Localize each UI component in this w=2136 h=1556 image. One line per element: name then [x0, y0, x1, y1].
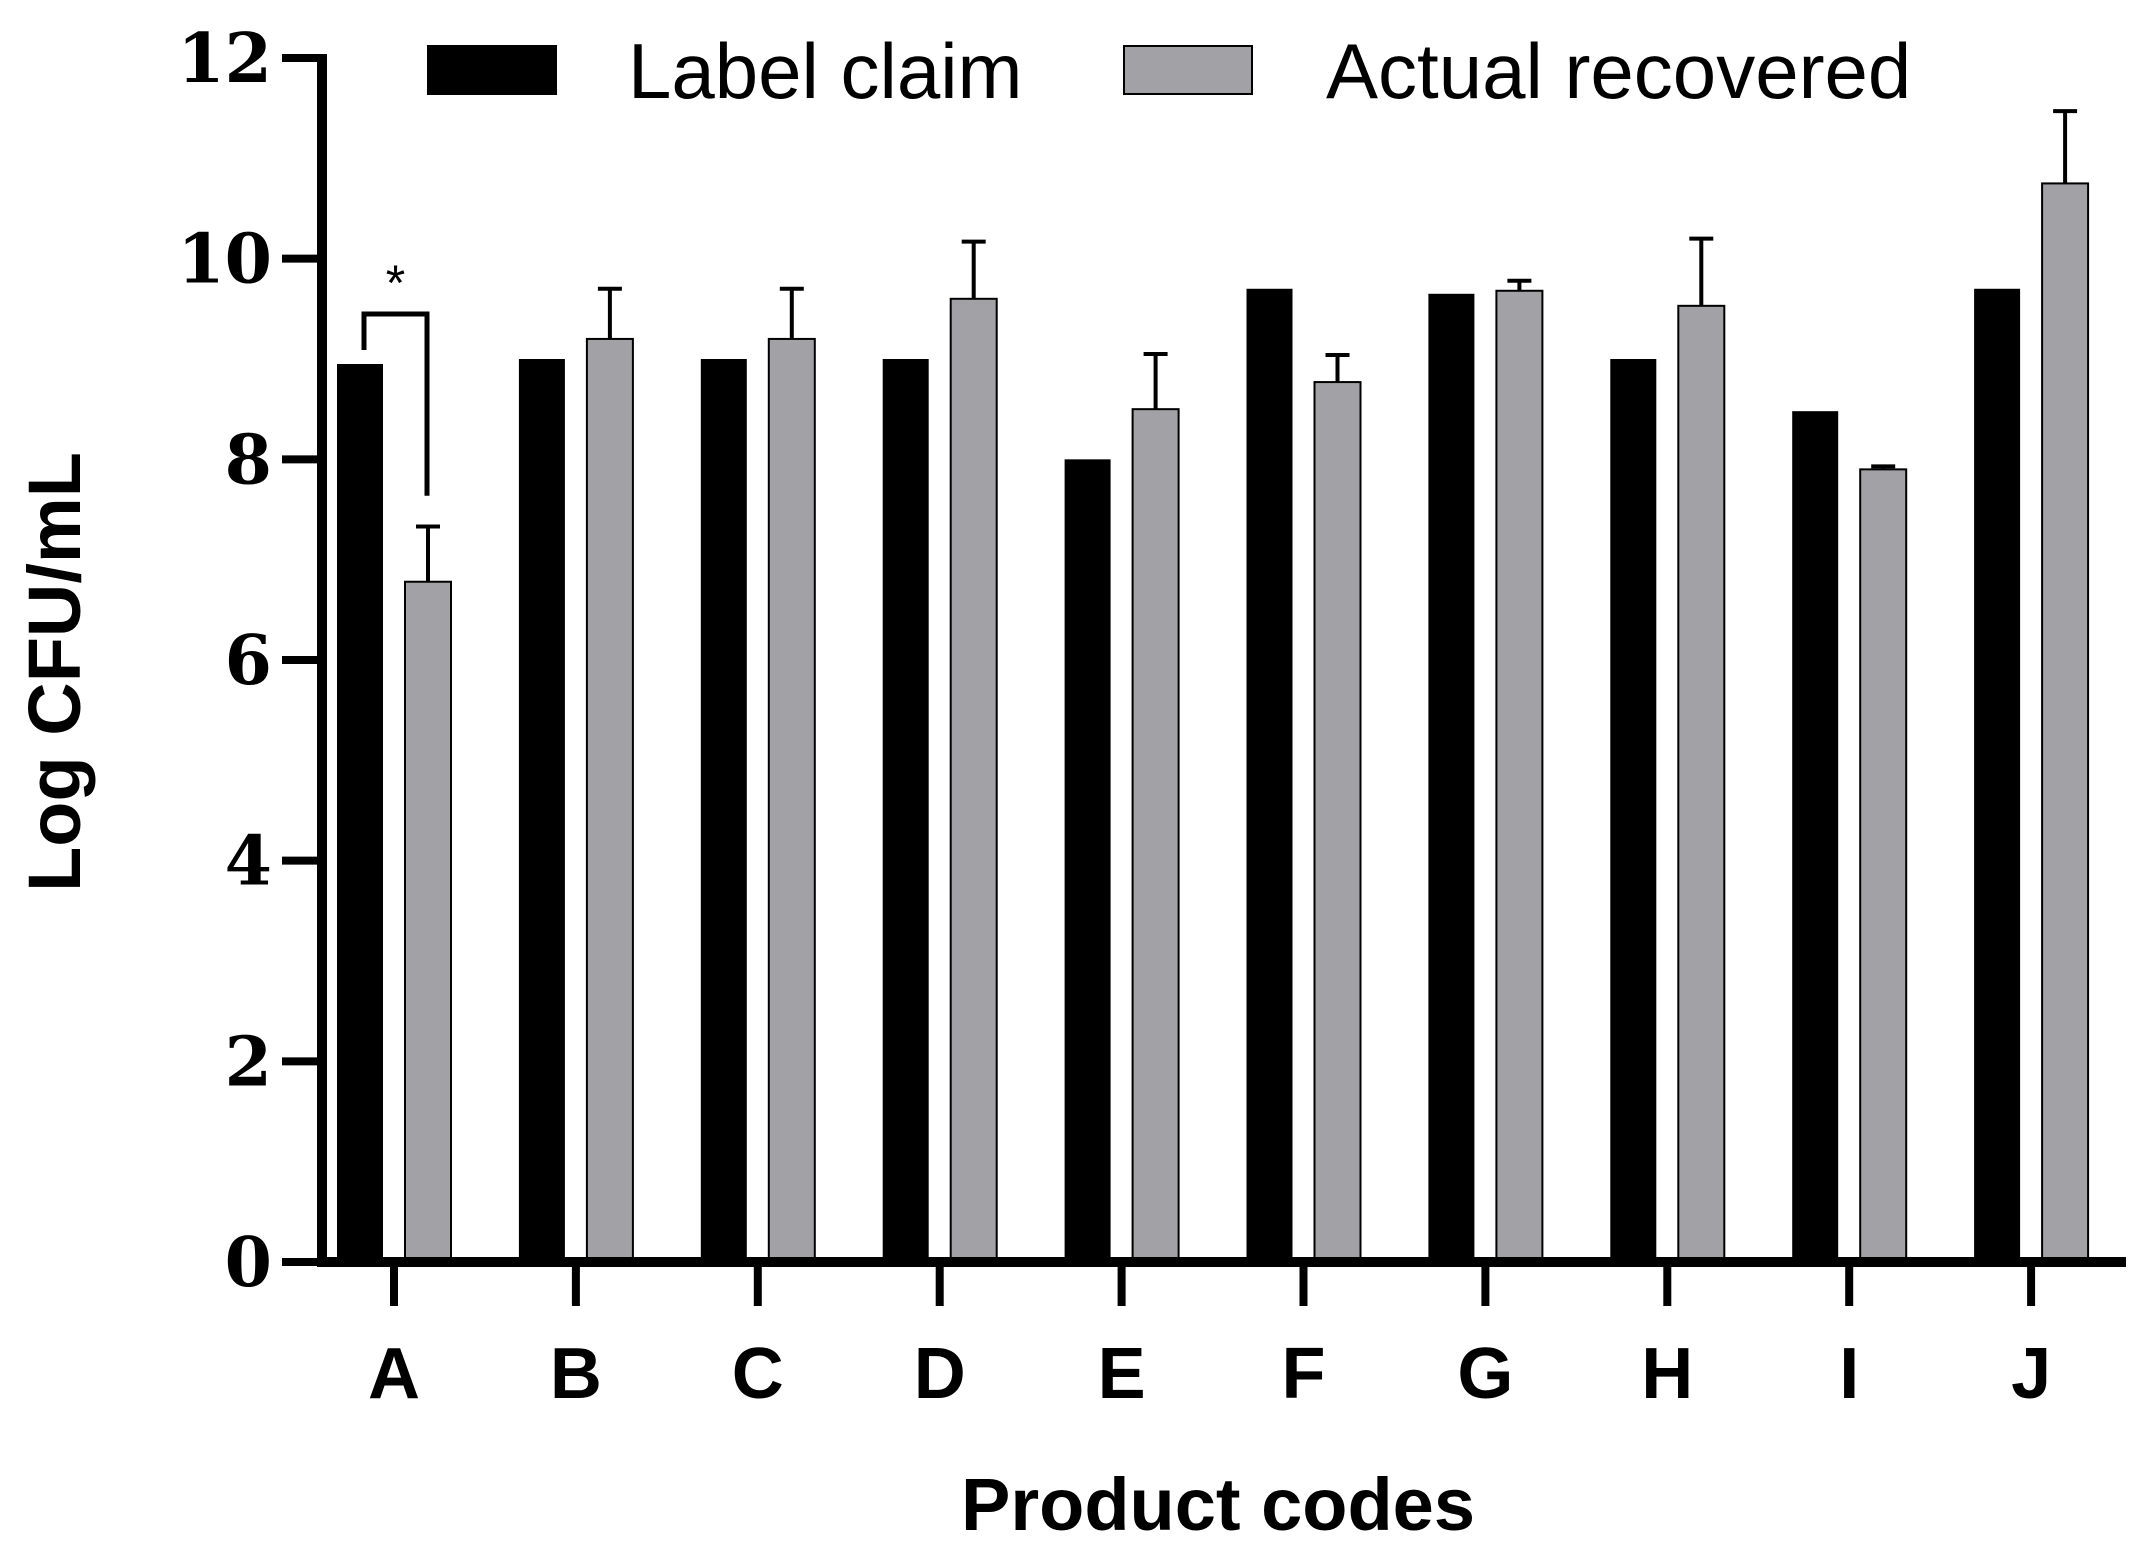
bar-label-claim-E: [1064, 459, 1111, 1262]
x-axis-title: Product codes: [961, 1463, 1475, 1546]
y-tick-label-2: 2: [225, 1022, 272, 1102]
y-tick-label-0: 0: [225, 1223, 272, 1303]
bar-label-claim-F: [1246, 288, 1293, 1262]
bar-actual-recovered-G: [1495, 289, 1544, 1264]
bar-actual-recovered-J: [2041, 182, 2090, 1264]
x-tick-label-F: F: [1282, 1334, 1326, 1414]
bar-label-claim-G: [1428, 293, 1475, 1262]
bar-actual-recovered-F: [1313, 381, 1362, 1263]
x-tick-label-H: H: [1641, 1334, 1693, 1414]
x-tick-label-B: B: [550, 1334, 602, 1414]
legend-swatch-0: [427, 45, 557, 95]
significance-marker-A: *: [386, 255, 405, 311]
bar-label-claim-B: [518, 359, 565, 1262]
bar-actual-recovered-E: [1131, 408, 1180, 1263]
x-tick-label-E: E: [1098, 1334, 1146, 1414]
bar-label-claim-H: [1610, 359, 1657, 1262]
legend-label-0: Label claim: [628, 27, 1023, 115]
plot-area: [337, 109, 2090, 1264]
y-axis-title: Log CFU/mL: [13, 452, 96, 892]
y-axis: 0 2 4 6 8 10 12: [177, 19, 327, 1303]
bar-label-claim-I: [1792, 411, 1839, 1262]
bar-label-claim-D: [882, 359, 929, 1262]
x-tick-label-C: C: [732, 1334, 784, 1414]
x-axis: A B C D E F G H I J: [317, 1257, 2126, 1414]
bar-actual-recovered-C: [767, 337, 816, 1263]
y-tick-label-8: 8: [225, 420, 272, 500]
significance-bracket-A: [361, 311, 430, 496]
y-tick-label-6: 6: [225, 621, 272, 701]
annotations: *: [361, 255, 430, 496]
x-tick-label-A: A: [368, 1334, 420, 1414]
x-tick-label-D: D: [914, 1334, 966, 1414]
bar-actual-recovered-A: [404, 580, 452, 1263]
x-tick-label-G: G: [1457, 1334, 1513, 1414]
bar-label-claim-J: [1974, 288, 2021, 1262]
x-tick-label-I: I: [1839, 1334, 1859, 1414]
y-tick-label-4: 4: [225, 822, 272, 902]
y-tick-label-10: 10: [177, 220, 272, 300]
x-tick-label-J: J: [2011, 1334, 2051, 1414]
bar-label-claim-A: [337, 364, 383, 1262]
bar-actual-recovered-I: [1859, 468, 1908, 1264]
legend-label-1: Actual recovered: [1326, 27, 1911, 115]
legend: Label claim Actual recovered: [427, 27, 1911, 115]
y-tick-label-12: 12: [177, 19, 272, 99]
bar-actual-recovered-B: [585, 337, 634, 1263]
legend-swatch-1: [1123, 45, 1253, 95]
bar-actual-recovered-H: [1677, 304, 1726, 1264]
bar-actual-recovered-D: [949, 297, 998, 1263]
bar-label-claim-C: [700, 359, 747, 1262]
